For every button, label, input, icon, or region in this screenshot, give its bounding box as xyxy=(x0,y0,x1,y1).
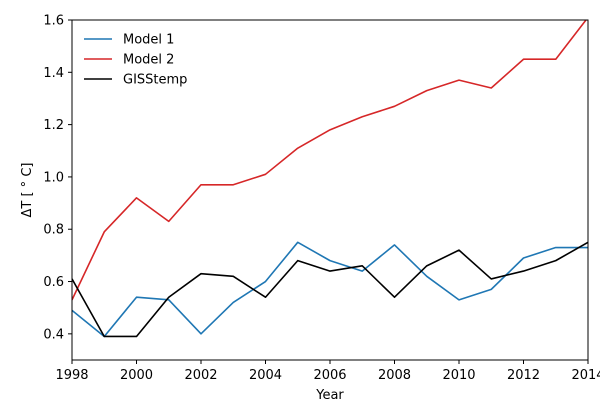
series-line-model-2 xyxy=(72,20,587,301)
x-axis-ticks: 1998 2000 2002 2004 2006 2008 2010 2012 2014 xyxy=(55,360,600,383)
y-tick-label: 0.4 xyxy=(43,327,64,342)
x-tick-label: 1998 xyxy=(55,368,88,383)
x-tick-label: 2010 xyxy=(442,368,475,383)
y-tick-label: 0.8 xyxy=(43,223,64,238)
y-tick-label: 1.0 xyxy=(43,170,64,185)
legend-entry-label: GISStemp xyxy=(123,73,187,88)
series-layer xyxy=(72,20,588,338)
y-tick-label: 1.6 xyxy=(43,14,64,29)
legend-entry-label: Model 1 xyxy=(123,33,174,48)
x-tick-label: 2006 xyxy=(313,368,346,383)
plot-frame xyxy=(71,19,589,361)
y-axis-label: ΔT [ ° C] xyxy=(20,163,35,218)
series-line-model-1 xyxy=(72,241,588,338)
x-tick-label: 2002 xyxy=(184,368,217,383)
legend: Model 1 Model 2 GISStemp xyxy=(84,33,187,88)
x-tick-label: 2012 xyxy=(507,368,540,383)
legend-entry-label: Model 2 xyxy=(123,53,174,68)
y-tick-label: 0.6 xyxy=(43,275,64,290)
y-tick-label: 1.4 xyxy=(43,66,64,81)
y-axis-ticks: 0.4 0.6 0.8 1.0 1.2 1.4 1.6 xyxy=(43,14,72,342)
x-tick-label: 2008 xyxy=(378,368,411,383)
x-tick-label: 2004 xyxy=(249,368,282,383)
x-tick-label: 2000 xyxy=(120,368,153,383)
y-tick-label: 1.2 xyxy=(43,118,64,133)
x-axis-label: Year xyxy=(315,388,344,400)
x-tick-label: 2014 xyxy=(571,368,600,383)
series-line-gisstemp xyxy=(72,241,588,338)
